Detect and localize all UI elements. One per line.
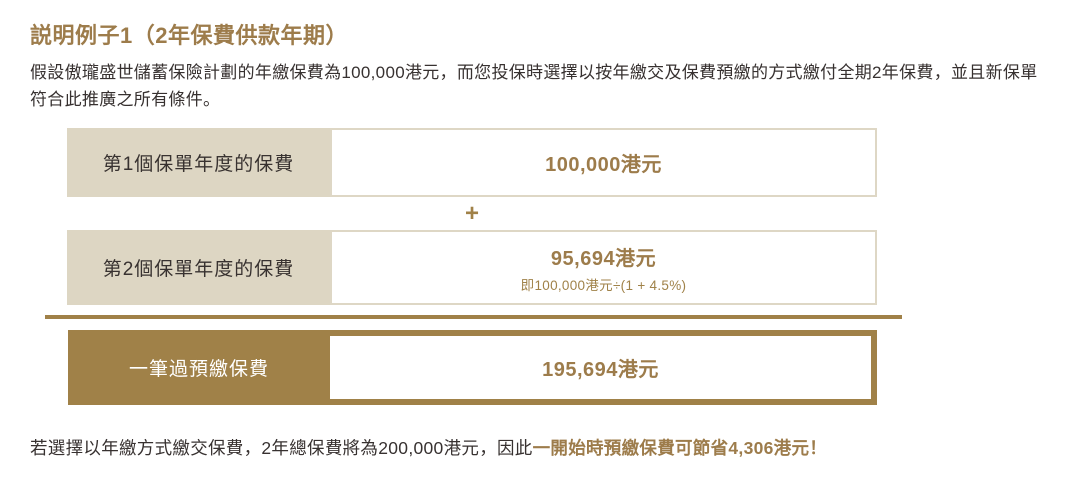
row-formula-year2: 即100,000港元÷(1 + 4.5%) [520, 277, 687, 293]
footer-body: 若選擇以年繳方式繳交保費，2年總保費將為200,000港元，因此 [30, 438, 533, 458]
table-row-total: 一筆過預繳保費 195,694港元 [68, 330, 877, 405]
row-value-year1: 100,000港元 [545, 154, 662, 176]
row-label-year1: 第1個保單年度的保費 [67, 128, 330, 197]
savings-highlight: 一開始時預繳保費可節省4,306港元！ [532, 438, 828, 458]
row-label-year2: 第2個保單年度的保費 [67, 230, 330, 305]
page-title: 説明例子1（2年保費供款年期） [30, 23, 348, 48]
row-value-box-year2: 95,694港元 即100,000港元÷(1 + 4.5%) [330, 230, 877, 305]
table-row-year1: 第1個保單年度的保費 100,000港元 [67, 128, 877, 197]
footer-text: 若選擇以年繳方式繳交保費，2年總保費將為200,000港元，因此一開始時預繳保費… [30, 435, 1052, 461]
plus-operator-row: + [67, 197, 877, 230]
table-row-year2: 第2個保單年度的保費 95,694港元 即100,000港元÷(1 + 4.5%… [67, 230, 877, 305]
intro-text: 假設傲瓏盛世儲蓄保險計劃的年繳保費為100,000港元，而您投保時選擇以按年繳交… [30, 63, 1038, 109]
premium-table: 第1個保單年度的保費 100,000港元 + 第2個保單年度的保費 95,694… [67, 128, 877, 305]
row-value-total: 195,694港元 [330, 336, 871, 399]
row-value-year2: 95,694港元 [550, 247, 657, 270]
row-label-total: 一筆過預繳保費 [128, 359, 269, 380]
plus-icon: + [464, 199, 479, 227]
equals-divider [45, 315, 902, 319]
row-value-box-year1: 100,000港元 [330, 128, 877, 197]
